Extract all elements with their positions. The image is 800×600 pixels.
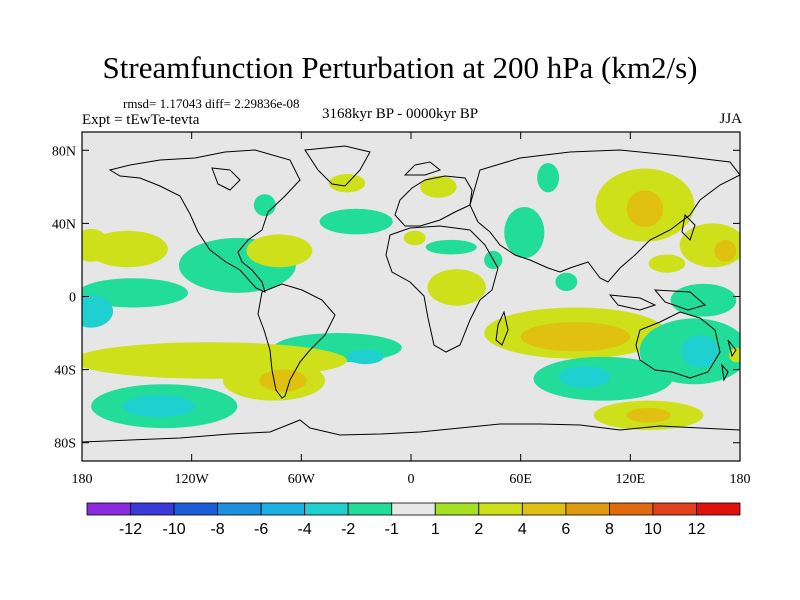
field-region: [87, 230, 168, 268]
field-region: [253, 194, 276, 217]
colorbar-swatch: [173, 502, 218, 516]
field-region: [648, 254, 686, 273]
colorbar-level-label: -8: [210, 521, 224, 538]
colorbar-level-label: 1: [431, 521, 440, 538]
x-tick-label: 180: [72, 472, 93, 487]
field-region: [347, 349, 384, 365]
season-label: JJA: [719, 111, 742, 127]
colorbar-swatch: [609, 502, 654, 516]
colorbar-level-label: 8: [605, 521, 614, 538]
field-region: [425, 239, 477, 255]
colorbar-swatch: [260, 502, 306, 516]
y-tick-label: 80S: [54, 437, 76, 452]
axis-ticks: [81, 132, 741, 461]
field-region: [559, 365, 611, 388]
coastlines: [82, 145, 740, 443]
colorbar-labels: -12 -10 -8 -6 -4 -2 -1 1 2 4 6 8 10 12: [119, 521, 705, 538]
colorbar-swatch: [391, 502, 436, 516]
colorbar-swatch: [86, 502, 131, 516]
colorbar-swatch: [696, 502, 741, 516]
colorbar-level-label: -12: [119, 521, 142, 538]
field-region: [504, 206, 545, 259]
colorbar-level-label: -4: [298, 521, 312, 538]
y-tick-label: 0: [69, 291, 76, 306]
y-tick-label: 40S: [54, 364, 76, 379]
axis-tick-labels: 180 120W 60W 0 60E 120E 180 80N 40N 0 40S 80S: [52, 144, 751, 487]
colorbar-swatch: [652, 502, 697, 516]
colorbar-level-label: -10: [163, 521, 186, 538]
stats-line: rmsd= 1.17043 diff= 2.29836e-08: [123, 96, 300, 111]
colorbar-level-label: 12: [688, 521, 706, 538]
colorbar-level-label: 6: [561, 521, 570, 538]
period-label: 3168kyr BP - 0000kyr BP: [322, 106, 479, 122]
colorbar-level-label: -2: [341, 521, 355, 538]
field-region: [679, 223, 740, 268]
experiment-label: Expt = tEwTe-tevta: [82, 112, 200, 128]
field-region: [520, 322, 631, 352]
field-region: [319, 208, 393, 235]
colorbar-swatch: [304, 502, 349, 516]
x-tick-label: 60W: [288, 472, 316, 487]
field-region: [729, 347, 740, 363]
field-region: [714, 239, 737, 262]
colorbar-level-label: 10: [644, 521, 662, 538]
colorbar-swatch: [347, 502, 393, 516]
field-regions: [82, 163, 740, 430]
field-region: [246, 234, 313, 268]
x-tick-label: 60E: [509, 472, 532, 487]
colorbar-swatch: [434, 502, 480, 516]
x-tick-label: 180: [730, 472, 751, 487]
field-region: [420, 175, 457, 198]
field-region: [681, 334, 719, 368]
colorbar-swatch: [565, 502, 610, 516]
field-region: [403, 230, 426, 246]
y-tick-label: 80N: [52, 144, 76, 159]
colorbar-level-label: 4: [518, 521, 527, 538]
y-tick-label: 40N: [52, 217, 76, 232]
colorbar-swatch: [130, 502, 175, 516]
field-region: [122, 395, 196, 418]
field-region: [537, 163, 560, 193]
field-region: [259, 369, 307, 392]
colorbar: [86, 502, 741, 516]
field-region: [82, 294, 114, 328]
x-tick-label: 120E: [616, 472, 646, 487]
colorbar-level-label: -1: [385, 521, 399, 538]
chart-title: Streamfunction Perturbation at 200 hPa (…: [102, 50, 698, 85]
x-tick-label: 120W: [175, 472, 210, 487]
colorbar-level-label: 2: [474, 521, 483, 538]
field-region: [626, 407, 671, 423]
colorbar-swatch: [521, 502, 567, 516]
colorbar-level-label: -6: [254, 521, 268, 538]
field-region: [82, 278, 188, 308]
field-region: [427, 269, 486, 306]
colorbar-swatch: [478, 502, 523, 516]
x-tick-label: 0: [408, 472, 415, 487]
colorbar-swatch: [217, 502, 262, 516]
field-region: [626, 190, 664, 228]
field-region: [555, 272, 578, 292]
